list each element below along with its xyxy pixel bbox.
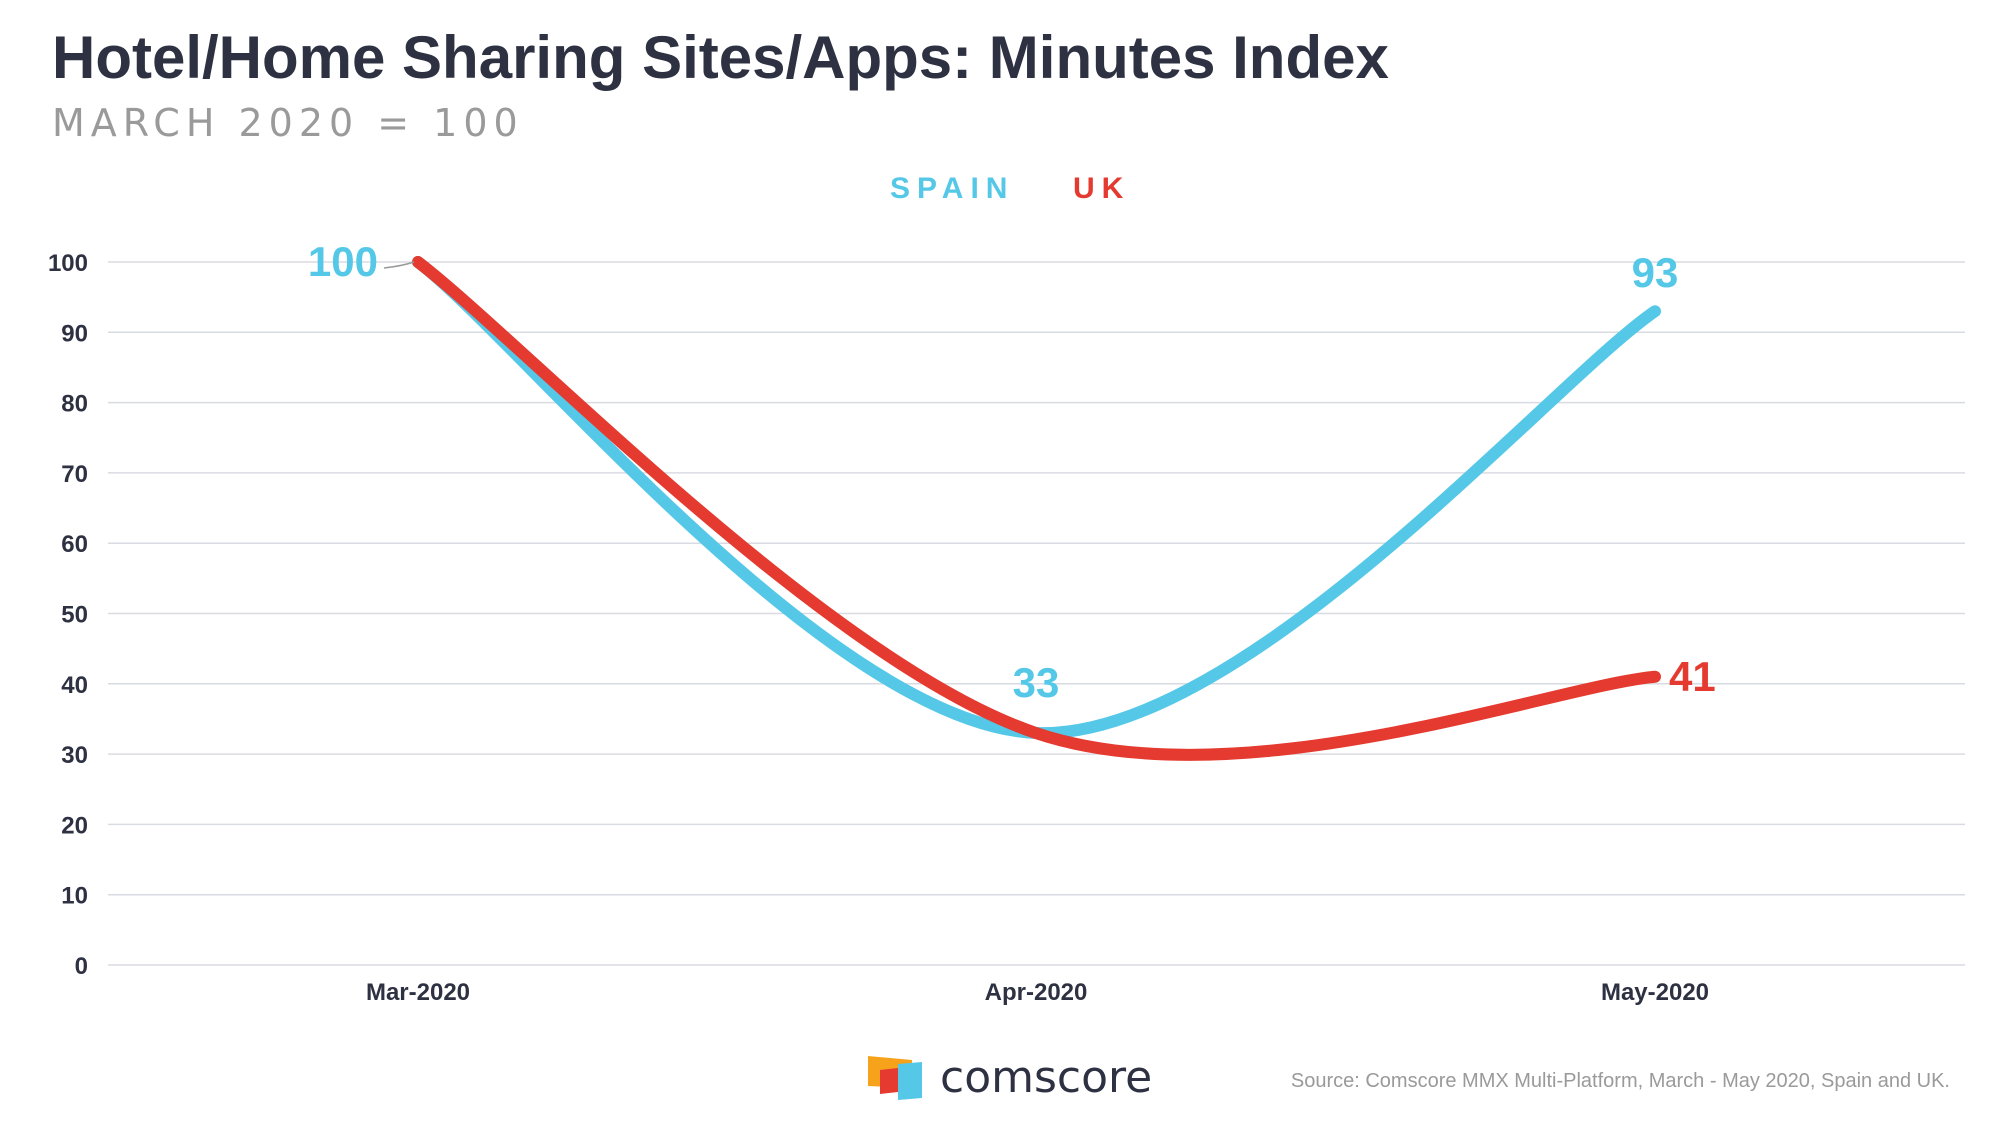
data-labels: 100 33 93 41 bbox=[308, 238, 1716, 706]
data-label-spain: 93 bbox=[1632, 249, 1679, 296]
series-line-uk bbox=[412, 256, 1661, 761]
y-tick-label: 60 bbox=[61, 531, 88, 558]
logo-blue-shape bbox=[898, 1062, 922, 1100]
data-label-spain: 100 bbox=[308, 238, 378, 285]
legend-item-spain: SPAIN bbox=[890, 172, 1014, 205]
y-tick-label: 20 bbox=[61, 812, 88, 839]
y-axis-ticks: 0 10 20 30 40 50 60 70 80 90 100 bbox=[48, 250, 88, 980]
y-tick-label: 70 bbox=[61, 461, 88, 488]
x-axis-ticks: Mar-2020 Apr-2020 May-2020 bbox=[366, 979, 1709, 1006]
y-tick-label: 90 bbox=[61, 320, 88, 347]
x-tick-label: Mar-2020 bbox=[366, 979, 470, 1006]
data-label-spain: 33 bbox=[1013, 659, 1060, 706]
legend-item-uk: UK bbox=[1073, 172, 1130, 205]
source-note: Source: Comscore MMX Multi-Platform, Mar… bbox=[1291, 1070, 1950, 1092]
comscore-logo bbox=[868, 1056, 922, 1100]
chart-subtitle: MARCH 2020 = 100 bbox=[52, 101, 524, 145]
y-tick-label: 50 bbox=[61, 602, 88, 629]
y-tick-label: 30 bbox=[61, 742, 88, 769]
x-tick-label: Apr-2020 bbox=[985, 979, 1088, 1006]
data-label-uk: 41 bbox=[1669, 653, 1716, 700]
y-tick-label: 10 bbox=[61, 883, 88, 910]
x-tick-label: May-2020 bbox=[1601, 979, 1709, 1006]
y-tick-label: 80 bbox=[61, 391, 88, 418]
y-tick-label: 40 bbox=[61, 672, 88, 699]
gridlines bbox=[108, 261, 1965, 966]
series-lines bbox=[412, 256, 1661, 761]
chart-title: Hotel/Home Sharing Sites/Apps: Minutes I… bbox=[52, 24, 1389, 91]
y-tick-label: 0 bbox=[75, 953, 88, 980]
brand-name: comscore bbox=[940, 1052, 1152, 1103]
y-tick-label: 100 bbox=[48, 250, 88, 277]
label-leader-line bbox=[383, 261, 415, 269]
legend: SPAIN UK bbox=[890, 172, 1130, 205]
